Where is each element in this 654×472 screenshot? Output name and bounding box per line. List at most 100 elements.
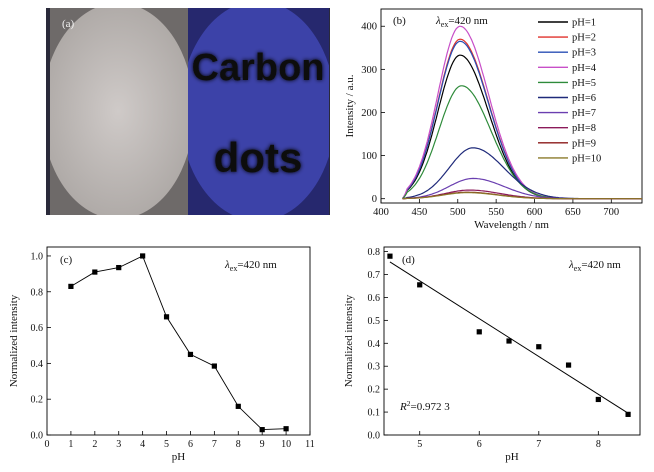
legend-label-pH=9: pH=9 bbox=[572, 138, 596, 149]
y-tick-label-b: 200 bbox=[361, 108, 377, 119]
data-point-d bbox=[625, 411, 631, 417]
panel-label-d: (d) bbox=[402, 254, 415, 266]
x-tick-label-d: 5 bbox=[417, 439, 422, 450]
x-tick-label-c: 6 bbox=[188, 439, 193, 450]
x-axis-label-d: pH bbox=[505, 451, 519, 463]
y-tick-label-c: 0.4 bbox=[31, 359, 44, 370]
y-tick-label-d: 0.1 bbox=[368, 408, 381, 419]
y-tick-label-b: 400 bbox=[361, 22, 377, 33]
data-point-d bbox=[417, 282, 423, 288]
plot-frame-c bbox=[46, 246, 311, 436]
data-point-c bbox=[116, 264, 122, 271]
data-point-c bbox=[92, 269, 98, 275]
lambda-symbol-b: λ bbox=[435, 15, 441, 27]
y-tick-label-b: 300 bbox=[361, 65, 377, 76]
data-point-d bbox=[536, 344, 542, 350]
y-tick-label-b: 100 bbox=[361, 151, 377, 162]
x-tick-label-c: 1 bbox=[68, 439, 73, 450]
legend-label-pH=10: pH=10 bbox=[572, 153, 601, 164]
fit-line-d bbox=[389, 261, 629, 414]
x-tick-label-d: 6 bbox=[477, 439, 482, 450]
data-point-d bbox=[387, 253, 393, 259]
x-tick-label-c: 10 bbox=[281, 439, 291, 450]
legend-label-pH=7: pH=7 bbox=[572, 108, 596, 119]
x-tick-label-c: 9 bbox=[260, 439, 265, 450]
y-tick-label-d: 0.4 bbox=[368, 339, 381, 350]
chart-d: 5 6 7 8 0.0 0.1 0.2 0.3 0.4 0.5 0.6 0.7 0.8 pH Normali… bbox=[343, 246, 641, 463]
legend-label-pH=4: pH=4 bbox=[572, 63, 597, 74]
spectrum-line-pH=2 bbox=[402, 38, 642, 200]
y-tick-label-c: 0.0 bbox=[31, 431, 44, 442]
panel-label-b: (b) bbox=[393, 15, 406, 27]
uv-vial bbox=[188, 8, 329, 215]
data-line-c bbox=[70, 255, 287, 431]
y-axis-label-b: Intensity / a.u. bbox=[344, 74, 356, 137]
panel-label-a: (a) bbox=[62, 18, 75, 30]
data-point-c bbox=[235, 403, 241, 409]
lambda-subscript-c: ex bbox=[230, 264, 238, 273]
x-tick-label-b: 450 bbox=[412, 207, 428, 218]
y-tick-label-c: 0.6 bbox=[31, 323, 44, 334]
x-tick-label-c: 8 bbox=[236, 439, 241, 450]
x-tick-label-b: 700 bbox=[603, 207, 619, 218]
excitation-annotation-c: λex=420 nm bbox=[224, 259, 277, 273]
spectrum-line-pH=3 bbox=[402, 40, 642, 200]
data-point-d bbox=[565, 362, 572, 368]
x-tick-label-c: 3 bbox=[116, 439, 121, 450]
excitation-annotation-d: λex=420 nm bbox=[568, 259, 621, 273]
legend-label-pH=6: pH=6 bbox=[572, 93, 596, 104]
data-point-c bbox=[259, 427, 265, 433]
data-point-d bbox=[476, 329, 482, 335]
y-tick-label-c: 1.0 bbox=[31, 251, 44, 262]
y-tick-label-d: 0.7 bbox=[368, 270, 381, 281]
data-point-c bbox=[211, 363, 217, 369]
lambda-subscript-b: ex bbox=[441, 20, 449, 29]
photo-text-line2: dots bbox=[214, 134, 303, 181]
x-axis-label-b: Wavelength / nm bbox=[474, 219, 549, 231]
y-tick-label-d: 0.6 bbox=[368, 293, 381, 304]
lambda-symbol-c: λ bbox=[224, 259, 230, 271]
x-tick-label-b: 500 bbox=[450, 207, 466, 218]
fit-r-squared: R2=0.972 3 bbox=[399, 399, 450, 413]
spectrum-line-pH=4 bbox=[401, 25, 642, 200]
x-tick-label-c: 5 bbox=[164, 439, 169, 450]
legend-label-pH=1: pH=1 bbox=[572, 18, 596, 29]
legend-label-pH=5: pH=5 bbox=[572, 78, 596, 89]
x-tick-label-b: 400 bbox=[373, 207, 389, 218]
photo-uv: Carbon dots bbox=[188, 8, 329, 215]
spectrum-line-pH=10 bbox=[402, 192, 642, 200]
chart-b: 400 450 500 550 600 650 700 0 100 200 300 400 Wavele… bbox=[344, 8, 643, 231]
photo-daylight bbox=[50, 8, 188, 215]
x-axis-label-c: pH bbox=[172, 451, 186, 463]
lambda-value-c: =420 nm bbox=[237, 259, 277, 271]
photo-text-line1: Carbon bbox=[192, 47, 325, 89]
y-axis-label-c: Normalized intensity bbox=[8, 294, 20, 387]
r-value: =0.972 3 bbox=[410, 401, 450, 413]
x-tick-label-c: 4 bbox=[140, 439, 145, 450]
r-symbol: R bbox=[399, 401, 407, 413]
y-tick-label-d: 0.0 bbox=[368, 431, 381, 442]
y-tick-label-d: 0.2 bbox=[368, 385, 381, 396]
x-tick-label-c: 11 bbox=[305, 439, 315, 450]
daylight-vial bbox=[50, 8, 188, 215]
data-point-d bbox=[506, 338, 512, 344]
x-tick-label-b: 550 bbox=[488, 207, 504, 218]
panel-label-c: (c) bbox=[60, 254, 73, 266]
x-tick-label-b: 600 bbox=[527, 207, 543, 218]
lambda-symbol-d: λ bbox=[568, 259, 574, 271]
lambda-subscript-d: ex bbox=[574, 264, 582, 273]
data-point-c bbox=[283, 426, 289, 432]
data-point-c bbox=[187, 351, 194, 358]
x-tick-label-c: 7 bbox=[212, 439, 217, 450]
y-tick-label-c: 0.2 bbox=[31, 395, 44, 406]
panel-a-photos: Carbon dots (a) bbox=[46, 8, 330, 215]
r-superscript: 2 bbox=[407, 399, 411, 408]
x-tick-label-b: 650 bbox=[565, 207, 581, 218]
x-tick-label-c: 0 bbox=[45, 439, 50, 450]
x-tick-label-d: 8 bbox=[596, 439, 601, 450]
lambda-value-d: =420 nm bbox=[581, 259, 621, 271]
lambda-value-b: =420 nm bbox=[448, 15, 488, 27]
y-axis-label-d: Normalized intensity bbox=[343, 294, 355, 387]
legend-label-pH=8: pH=8 bbox=[572, 123, 596, 134]
chart-c: 0 1 2 3 4 5 6 7 8 9 10 11 0.0 0.2 0.4 0.6 0.8 1.0 pH Normal… bbox=[8, 246, 315, 463]
